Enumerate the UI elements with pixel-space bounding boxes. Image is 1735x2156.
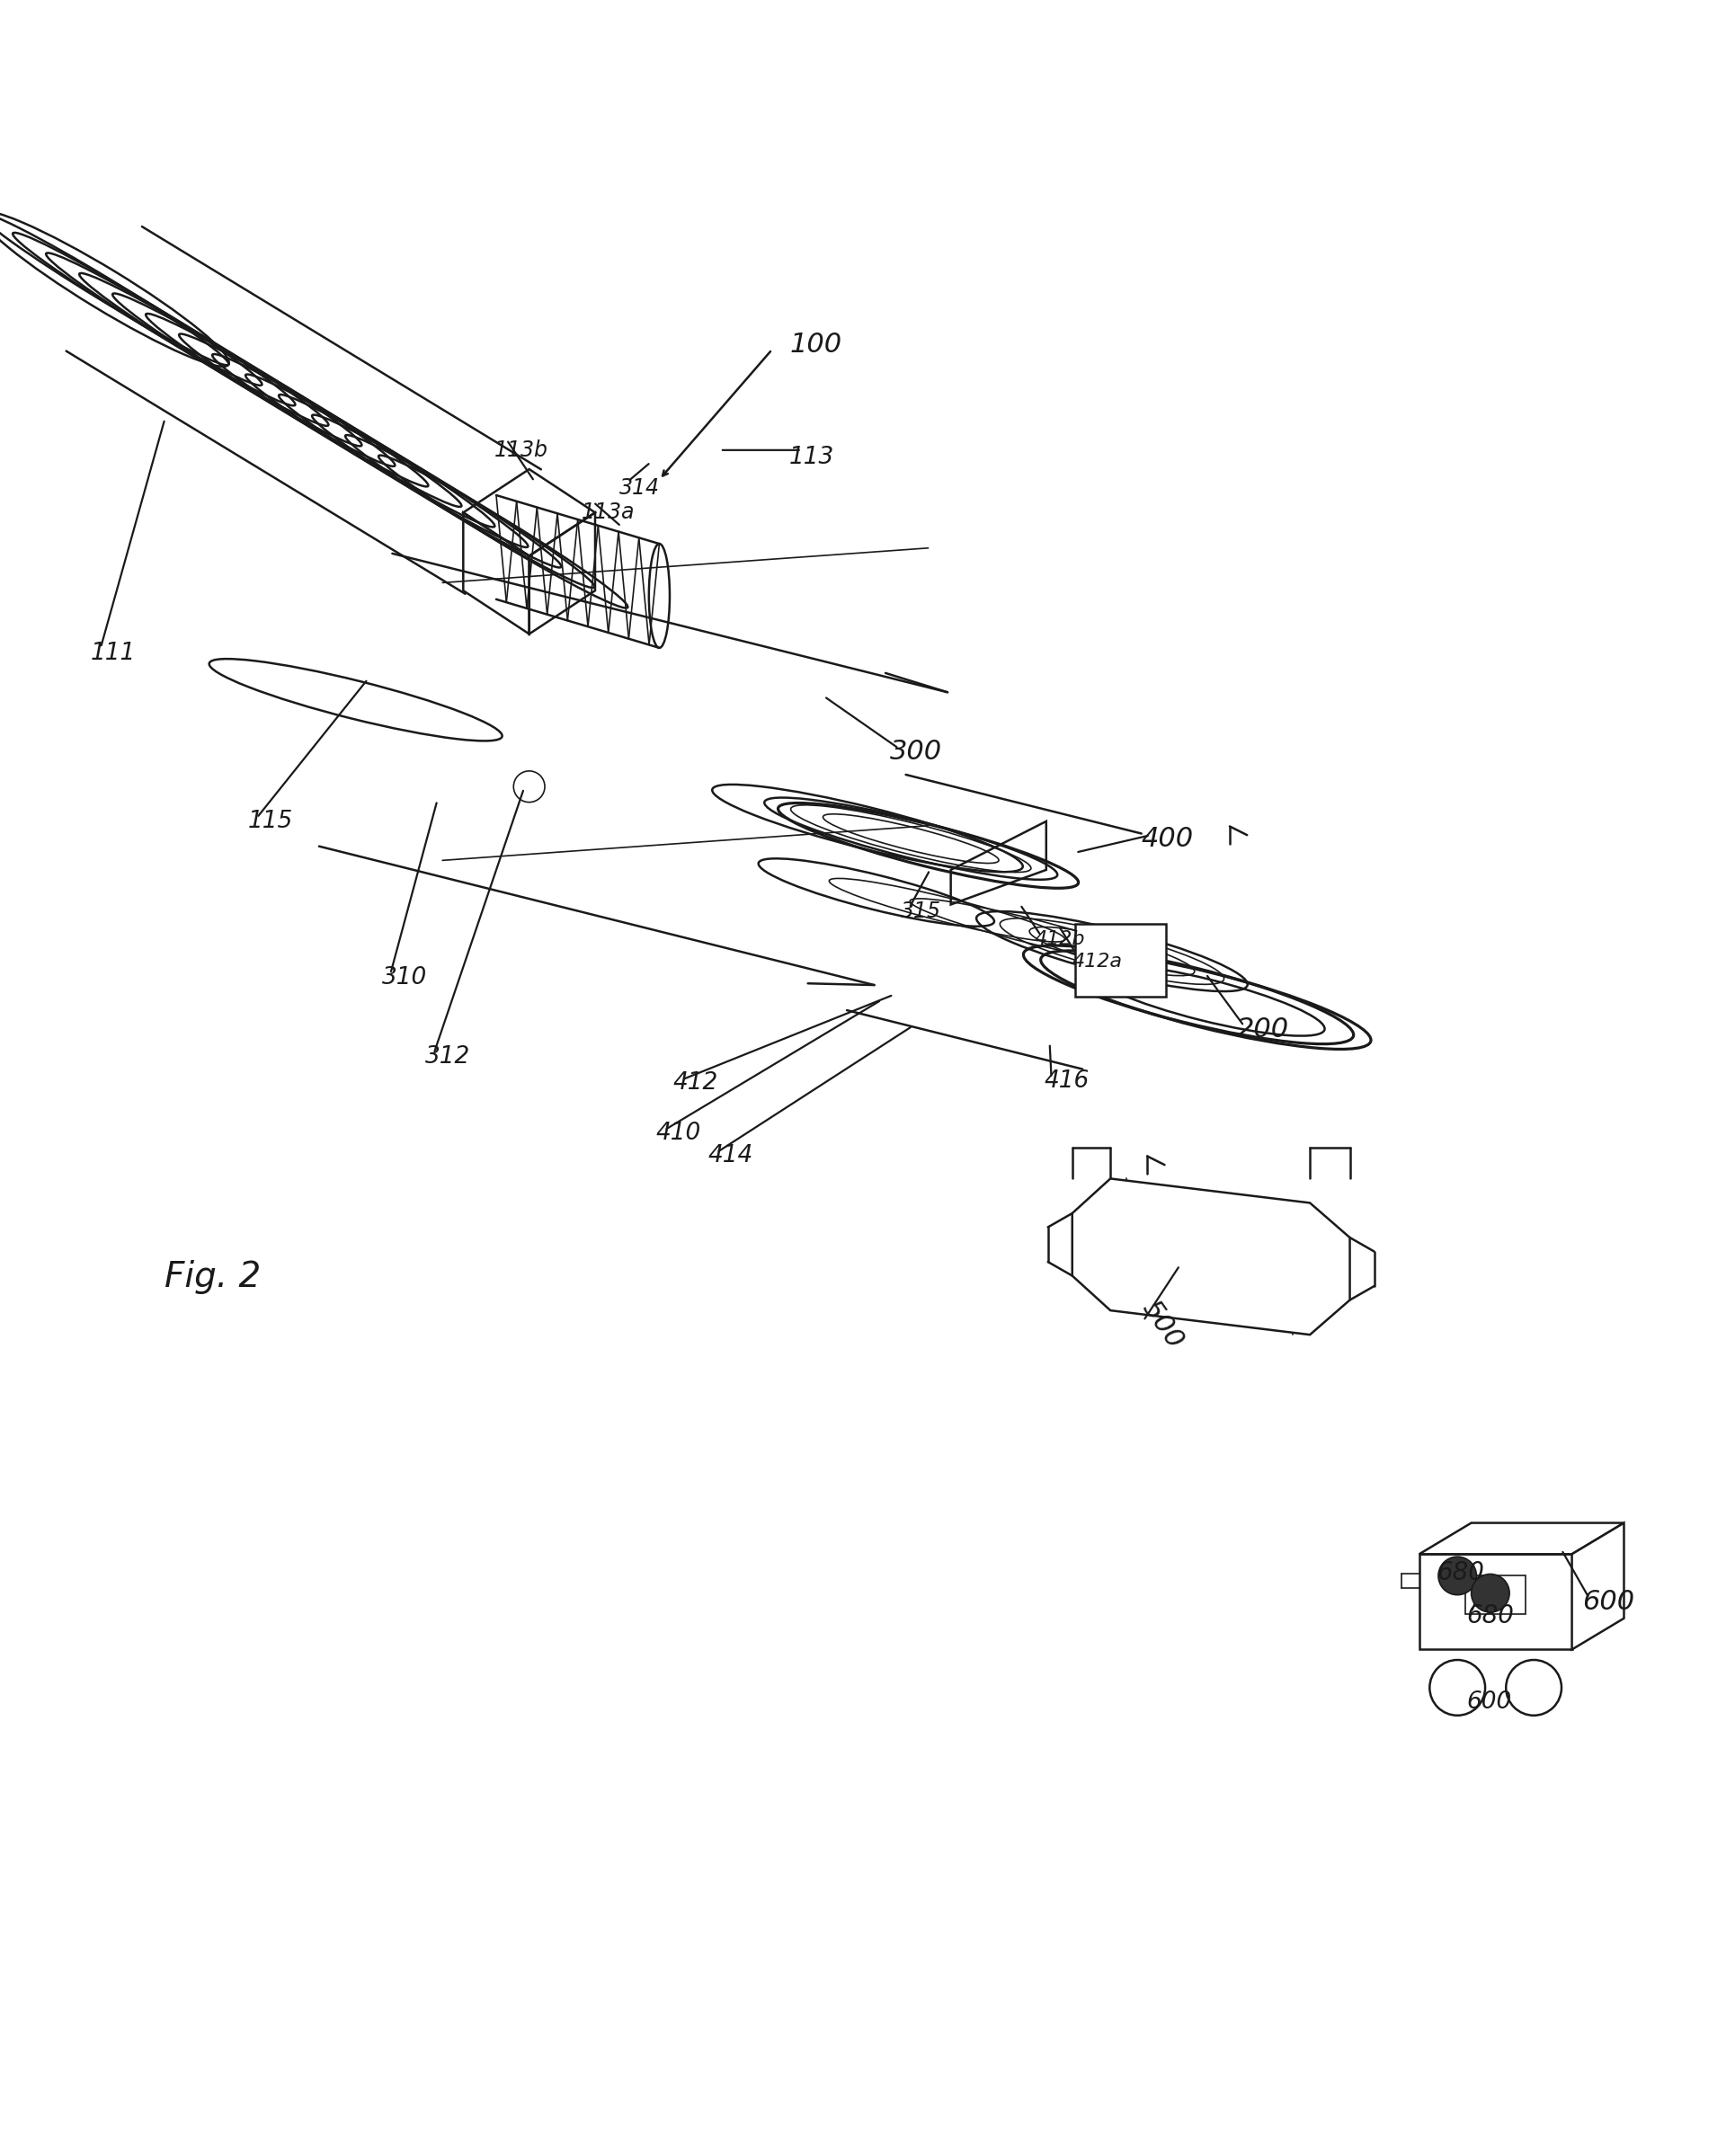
Circle shape	[1438, 1557, 1476, 1595]
Text: 115: 115	[248, 811, 293, 832]
Text: 312: 312	[425, 1046, 470, 1069]
Polygon shape	[1419, 1522, 1624, 1554]
Text: 400: 400	[1142, 826, 1194, 852]
Text: 414: 414	[708, 1145, 753, 1169]
Text: 680: 680	[1466, 1604, 1513, 1628]
Text: 200: 200	[1237, 1015, 1289, 1044]
Text: 412: 412	[673, 1072, 718, 1095]
Text: Fig. 2: Fig. 2	[165, 1261, 262, 1294]
Polygon shape	[1572, 1522, 1624, 1649]
Text: 315: 315	[900, 901, 940, 923]
Text: 111: 111	[90, 640, 135, 664]
Ellipse shape	[210, 660, 501, 742]
Ellipse shape	[758, 858, 994, 927]
Text: 113a: 113a	[581, 502, 635, 524]
Text: 410: 410	[656, 1121, 701, 1145]
Text: 412b: 412b	[1034, 929, 1084, 949]
Circle shape	[1471, 1574, 1509, 1613]
Text: 500: 500	[1136, 1296, 1188, 1354]
Text: 100: 100	[789, 332, 841, 358]
Text: 113b: 113b	[494, 440, 548, 461]
Text: 600: 600	[1582, 1589, 1634, 1615]
Polygon shape	[1419, 1554, 1572, 1649]
Circle shape	[1506, 1660, 1562, 1716]
Circle shape	[1430, 1660, 1485, 1716]
Text: 416: 416	[1044, 1069, 1090, 1093]
Text: 680: 680	[1437, 1559, 1483, 1585]
Text: 310: 310	[382, 966, 427, 990]
Text: 300: 300	[890, 740, 942, 765]
Text: 113: 113	[789, 446, 835, 468]
FancyBboxPatch shape	[1076, 923, 1166, 996]
Text: 314: 314	[619, 476, 659, 498]
Polygon shape	[1072, 1179, 1350, 1335]
Text: 600: 600	[1466, 1690, 1511, 1714]
Text: 412a: 412a	[1072, 953, 1123, 970]
